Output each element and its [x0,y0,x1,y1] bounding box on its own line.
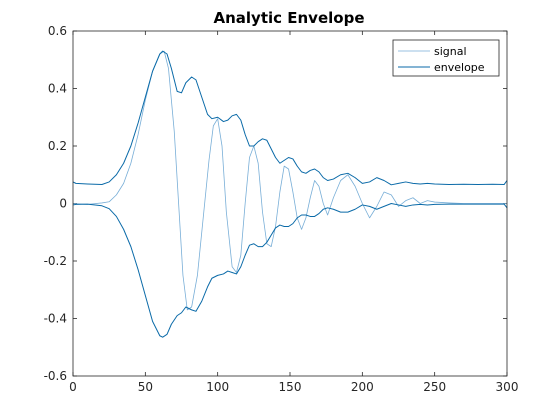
x-tick-label: 0 [69,380,77,394]
y-tick-label: 0.6 [48,24,67,38]
y-axis: -0.6 -0.4 -0.2 0 0.2 0.4 0.6 [44,24,507,383]
x-tick-label: 50 [138,380,153,394]
legend: signal envelope [392,39,500,77]
y-tick-label: 0 [59,197,67,211]
legend-label-signal: signal [434,45,467,58]
plot-area [73,31,507,376]
y-tick-label: -0.6 [44,369,67,383]
series-line-envelope-lower [72,203,508,338]
series-layer [72,50,508,338]
chart-title: Analytic Envelope [214,9,365,27]
series-line-envelope-upper [72,50,508,186]
x-axis: 0 50 100 150 200 250 300 [69,31,518,394]
x-tick-label: 200 [351,380,374,394]
y-tick-label: 0.2 [48,139,67,153]
legend-label-envelope: envelope [434,61,485,74]
x-tick-label: 150 [279,380,302,394]
legend-box [392,39,500,77]
x-tick-label: 250 [423,380,446,394]
y-tick-label: -0.4 [44,312,67,326]
y-tick-label: -0.2 [44,254,67,268]
x-tick-label: 100 [206,380,229,394]
y-tick-label: 0.4 [48,82,67,96]
plot-frame [72,30,508,377]
x-tick-label: 300 [496,380,519,394]
series-line-signal [72,50,507,311]
